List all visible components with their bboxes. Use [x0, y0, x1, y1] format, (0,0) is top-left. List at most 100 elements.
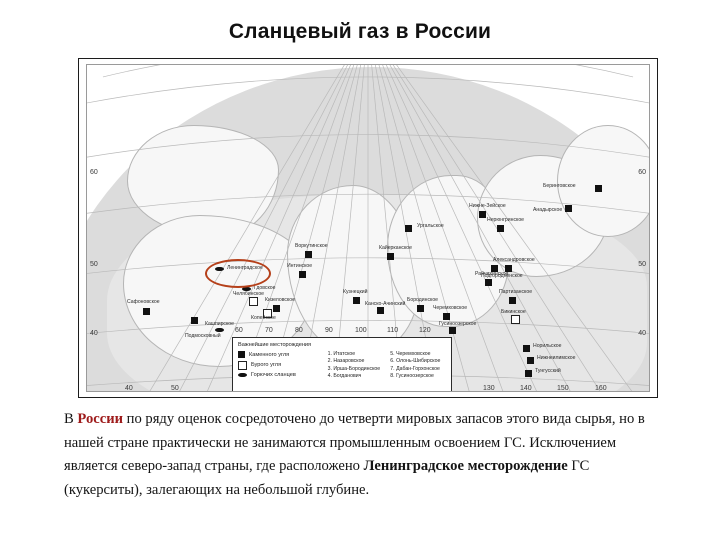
- deposit-marker-coal[interactable]: [377, 307, 384, 314]
- legend-item-label: Каменного угля: [249, 351, 290, 358]
- latitude-tick-left: 40: [90, 330, 98, 337]
- longitude-tick-bottom: 140: [520, 385, 532, 392]
- map-legend: Важнейшие месторождения Каменного угля Б…: [232, 337, 452, 391]
- latitude-tick-right: 60: [638, 169, 646, 176]
- body-text-run: по ряду оценок сосредоточено до четверти…: [64, 411, 645, 475]
- legend-numbered-item: 5. Черемховское: [390, 351, 431, 357]
- map-figure: 60 50 40 60 50 40 40 50 130 140 150 160 …: [78, 58, 658, 398]
- deposit-label: Бородинское: [407, 297, 439, 303]
- deposit-marker-coal[interactable]: [443, 313, 450, 320]
- page-title: Сланцевый газ в России: [228, 20, 492, 43]
- deposit-marker-coal[interactable]: [497, 225, 504, 232]
- deposit-marker-coal[interactable]: [273, 305, 280, 312]
- longitude-tick-center: 70: [265, 327, 273, 334]
- legend-numbered-item: 7. Дабан-Горхонское: [390, 365, 440, 372]
- legend-numbered-item: 6. Олонь-Шибирское: [390, 358, 441, 365]
- legend-item-label: Горючих сланцев: [251, 372, 296, 378]
- longitude-tick-center: 90: [325, 327, 333, 334]
- body-paragraph: В России по ряду оценок сосредоточено до…: [64, 408, 664, 503]
- legend-numbered-left: 1. Итатское 2. Назаровское 3. Ирша-Бород…: [328, 351, 384, 381]
- body-highlight-country: России: [77, 411, 124, 427]
- deposit-marker-coal[interactable]: [449, 327, 456, 334]
- deposit-marker-brown-coal[interactable]: [263, 309, 272, 318]
- map-inner-frame: 60 50 40 60 50 40 40 50 130 140 150 160 …: [86, 64, 650, 392]
- deposit-marker-coal[interactable]: [417, 305, 424, 312]
- deposit-label: Бикинское: [501, 309, 526, 315]
- legend-item-coal: Каменного угля: [238, 351, 321, 358]
- deposit-label: Беринговское: [543, 183, 576, 189]
- longitude-tick-bottom: 40: [125, 385, 133, 392]
- map-graticule: [87, 65, 649, 391]
- filled-ellipse-icon: [238, 373, 247, 377]
- deposit-label: Подгородненское: [481, 273, 523, 279]
- map-inland-area: [557, 125, 649, 237]
- deposit-label: Норильское: [533, 343, 562, 349]
- body-text-run: В: [64, 411, 78, 427]
- deposit-label: Челябинское: [233, 291, 265, 297]
- legend-numbered-item: 1. Итатское: [327, 351, 356, 357]
- deposit-marker-coal[interactable]: [527, 357, 534, 364]
- deposit-label: Партизанское: [499, 289, 533, 295]
- legend-numbered-right: 5. Черемховское 6. Олонь-Шибирское 7. Да…: [390, 351, 446, 381]
- longitude-tick-bottom: 50: [171, 385, 179, 392]
- deposit-label: Интинское: [287, 263, 313, 269]
- latitude-tick-left: 50: [90, 261, 98, 268]
- latitude-tick-left: 60: [90, 169, 98, 176]
- legend-numbered-item: 3. Ирша-Бородинское: [327, 365, 381, 372]
- deposit-marker-coal[interactable]: [565, 205, 572, 212]
- deposit-marker-coal[interactable]: [143, 308, 150, 315]
- deposit-marker-coal[interactable]: [305, 251, 312, 258]
- legend-item-oil-shale: Горючих сланцев: [238, 372, 321, 378]
- deposit-marker-coal[interactable]: [523, 345, 530, 352]
- deposit-marker-coal[interactable]: [485, 279, 492, 286]
- longitude-tick-bottom: 160: [595, 385, 607, 392]
- deposit-marker-coal[interactable]: [491, 265, 498, 272]
- highlight-ellipse-leningradskoye: [205, 259, 271, 288]
- deposit-label: Тунгусский: [535, 368, 561, 374]
- deposit-marker-coal[interactable]: [505, 265, 512, 272]
- deposit-marker-shale[interactable]: [215, 328, 224, 332]
- deposit-label: Подмосковный: [185, 333, 221, 339]
- deposit-marker-coal[interactable]: [191, 317, 198, 324]
- deposit-label: Кашпирское: [205, 321, 234, 327]
- longitude-tick-bottom: 130: [483, 385, 495, 392]
- legend-numbered-item: 4. Богданович: [327, 373, 362, 380]
- deposit-marker-coal[interactable]: [299, 271, 306, 278]
- body-highlight-deposit: Ленинградское месторождение: [363, 458, 568, 475]
- longitude-tick-center: 60: [235, 327, 243, 334]
- longitude-tick-center: 110: [387, 327, 399, 334]
- deposit-marker-coal[interactable]: [479, 211, 486, 218]
- longitude-tick-center: 80: [295, 327, 303, 334]
- deposit-marker-coal[interactable]: [387, 253, 394, 260]
- deposit-marker-coal[interactable]: [595, 185, 602, 192]
- deposit-marker-shale[interactable]: [242, 287, 251, 291]
- legend-symbol-list: Каменного угля Бурого угля Горючих сланц…: [238, 351, 321, 381]
- deposit-marker-coal[interactable]: [509, 297, 516, 304]
- deposit-label: Анадырское: [533, 207, 563, 213]
- deposit-label: Нерюнгринское: [487, 217, 525, 223]
- deposit-label: Черемховское: [433, 305, 468, 311]
- longitude-tick-center: 100: [355, 327, 367, 334]
- deposit-label: Нижнеилимское: [537, 355, 576, 361]
- latitude-tick-right: 40: [638, 330, 646, 337]
- legend-numbered-item: 8. Гусиноозерское: [390, 373, 434, 380]
- deposit-label: Кизеловское: [265, 297, 295, 303]
- deposit-marker-coal[interactable]: [353, 297, 360, 304]
- legend-item-label: Бурого угля: [251, 362, 282, 368]
- body-text-run: ГС (кукерситы), залегающих на небольшой …: [64, 458, 590, 498]
- deposit-label: Воркутинское: [295, 243, 328, 249]
- legend-item-brown-coal: Бурого угля: [238, 360, 321, 370]
- deposit-marker-coal[interactable]: [405, 225, 412, 232]
- deposit-label: Кузнецкий: [343, 289, 368, 295]
- deposit-marker-coal[interactable]: [525, 370, 532, 377]
- deposit-marker-brown-coal[interactable]: [511, 315, 520, 324]
- deposit-label: Александровское: [493, 257, 535, 263]
- deposit-marker-brown-coal[interactable]: [249, 297, 258, 306]
- legend-title: Важнейшие месторождения: [238, 342, 312, 348]
- deposit-label: Ургальское: [417, 223, 444, 229]
- latitude-tick-right: 50: [638, 261, 646, 268]
- open-square-icon: [238, 360, 247, 370]
- filled-square-icon: [238, 351, 245, 358]
- longitude-tick-bottom: 150: [557, 385, 569, 392]
- deposit-label: Гусиноозерское: [439, 321, 477, 327]
